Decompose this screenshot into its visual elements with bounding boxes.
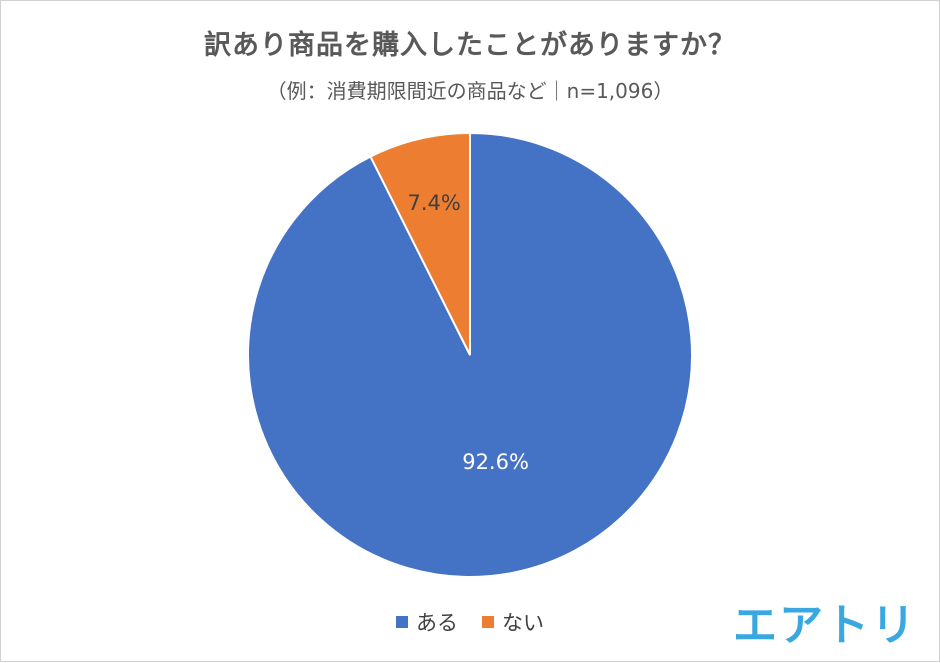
airtrip-logo: エアトリ xyxy=(733,600,917,651)
chart-legend: ある ない xyxy=(1,607,939,637)
chart-title: 訳あり商品を購入したことがありますか？ xyxy=(204,30,736,61)
legend-label-nai: ない xyxy=(502,611,544,635)
data-label-nai: 7.4% xyxy=(408,191,461,215)
chart-subtitle: （例：消費期限間近の商品など｜n=1,096） xyxy=(266,79,674,103)
legend-swatch-aru xyxy=(396,616,408,628)
legend-item-aru: ある xyxy=(396,607,458,637)
pie-slice-nai xyxy=(369,131,471,356)
legend-item-nai: ない xyxy=(482,607,544,637)
data-label-aru: 92.6% xyxy=(462,450,529,474)
legend-label-aru: ある xyxy=(416,611,458,635)
legend-swatch-nai xyxy=(482,616,494,628)
